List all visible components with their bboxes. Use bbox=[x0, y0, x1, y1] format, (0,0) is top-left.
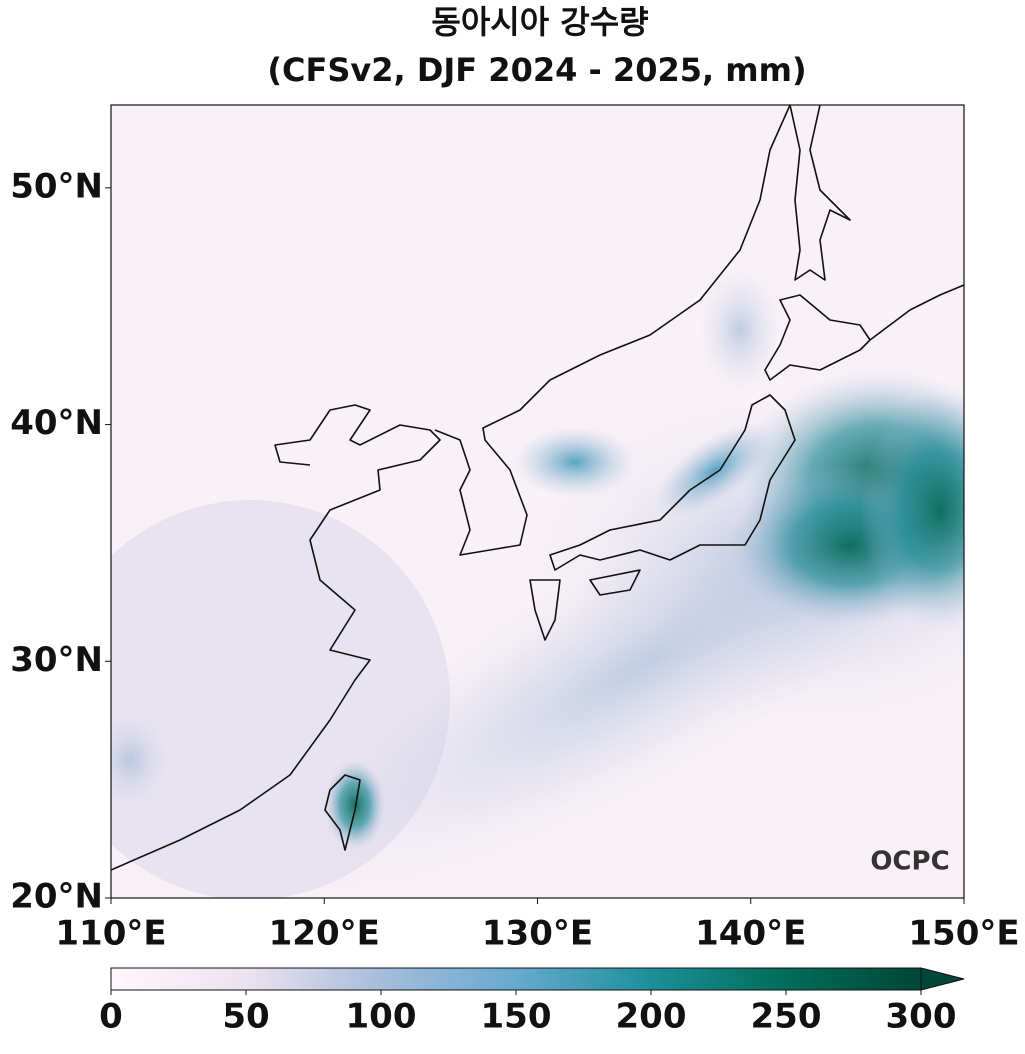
y-tick-label: 20°N bbox=[10, 877, 103, 917]
x-tick-label: 150°E bbox=[908, 914, 1019, 954]
colorbar-tick-label: 150 bbox=[481, 997, 552, 1037]
x-tick-label: 140°E bbox=[695, 914, 806, 954]
coastline bbox=[764, 284, 964, 381]
colorbar-tick-label: 0 bbox=[99, 997, 123, 1037]
y-tick-label: 50°N bbox=[10, 166, 103, 206]
coastline bbox=[529, 569, 641, 641]
colorbar: 0 50 100 150 200 250 300 bbox=[99, 967, 965, 1037]
colorbar-extend bbox=[920, 967, 965, 991]
precip-field bbox=[111, 105, 964, 898]
coastline bbox=[789, 105, 851, 281]
y-tick-label: 40°N bbox=[10, 403, 103, 443]
colorbar-tick-label: 200 bbox=[616, 997, 687, 1037]
x-tick-label: 120°E bbox=[269, 914, 380, 954]
coastline bbox=[111, 404, 441, 871]
y-tick-label: 30°N bbox=[10, 640, 103, 680]
colorbar-tick-label: 50 bbox=[222, 997, 269, 1037]
colorbar-tick-label: 250 bbox=[751, 997, 822, 1037]
watermark: OCPC bbox=[870, 847, 949, 877]
colorbar-tick-label: 100 bbox=[346, 997, 417, 1037]
colorbar-tick-label: 300 bbox=[886, 997, 957, 1037]
x-tick-label: 130°E bbox=[482, 914, 593, 954]
chart-subtitle: (CFSv2, DJF 2024 - 2025, mm) bbox=[267, 51, 806, 89]
chart-title: 동아시아 강수량 bbox=[431, 3, 648, 41]
coastline bbox=[324, 774, 361, 851]
coastline bbox=[549, 394, 796, 571]
colorbar-body bbox=[110, 967, 922, 991]
x-tick-label: 110°E bbox=[55, 914, 166, 954]
coastline bbox=[434, 105, 791, 556]
